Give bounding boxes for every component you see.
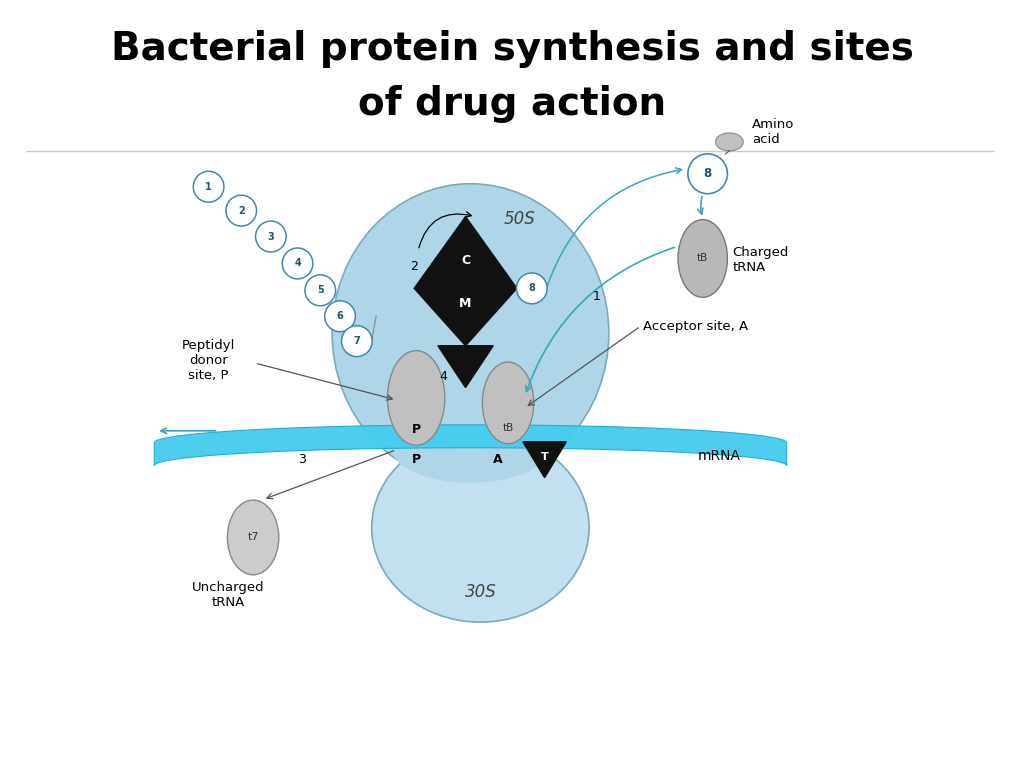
Text: 6: 6	[337, 311, 343, 321]
Text: M: M	[460, 296, 472, 310]
Ellipse shape	[387, 351, 444, 445]
Ellipse shape	[227, 500, 279, 574]
Text: 8: 8	[703, 167, 712, 180]
Polygon shape	[414, 217, 517, 346]
Text: Charged
tRNA: Charged tRNA	[732, 247, 788, 274]
Circle shape	[342, 326, 372, 356]
Circle shape	[516, 273, 547, 304]
Text: t7: t7	[248, 532, 259, 542]
Ellipse shape	[332, 184, 609, 482]
Text: C: C	[461, 254, 470, 267]
Polygon shape	[155, 425, 786, 465]
Circle shape	[688, 154, 727, 194]
Text: Acceptor site, A: Acceptor site, A	[643, 319, 749, 333]
Text: mRNA: mRNA	[697, 449, 740, 463]
Circle shape	[194, 171, 224, 202]
Text: 2: 2	[238, 206, 245, 216]
Text: 4: 4	[439, 369, 446, 382]
Circle shape	[256, 221, 286, 252]
Polygon shape	[438, 346, 494, 388]
Text: 8: 8	[528, 283, 536, 293]
Text: 7: 7	[353, 336, 360, 346]
Text: 5: 5	[316, 286, 324, 296]
Circle shape	[226, 195, 257, 226]
Text: T: T	[541, 452, 549, 462]
Text: 3: 3	[267, 231, 274, 241]
Text: Amino
acid: Amino acid	[753, 118, 795, 146]
Text: 1: 1	[205, 182, 212, 192]
Ellipse shape	[678, 220, 727, 297]
Text: A: A	[494, 453, 503, 466]
Text: P: P	[412, 423, 421, 436]
Circle shape	[325, 301, 355, 332]
Text: 50S: 50S	[504, 210, 536, 227]
Circle shape	[283, 248, 313, 279]
Text: Bacterial protein synthesis and sites: Bacterial protein synthesis and sites	[111, 30, 913, 68]
Ellipse shape	[372, 433, 589, 622]
Text: Peptidyl
donor
site, P: Peptidyl donor site, P	[182, 339, 236, 382]
Text: 3: 3	[299, 453, 306, 466]
Ellipse shape	[716, 133, 743, 151]
Text: tB: tB	[697, 253, 709, 263]
Text: 2: 2	[411, 260, 418, 273]
Text: tB: tB	[503, 423, 514, 433]
Text: Uncharged
tRNA: Uncharged tRNA	[193, 581, 264, 609]
Ellipse shape	[482, 362, 534, 444]
Text: 30S: 30S	[465, 583, 497, 601]
Circle shape	[305, 275, 336, 306]
Text: P: P	[412, 453, 421, 466]
Text: 1: 1	[593, 290, 601, 303]
Text: 4: 4	[294, 259, 301, 269]
Polygon shape	[523, 442, 566, 478]
Ellipse shape	[391, 413, 550, 482]
Text: of drug action: of drug action	[358, 85, 666, 123]
